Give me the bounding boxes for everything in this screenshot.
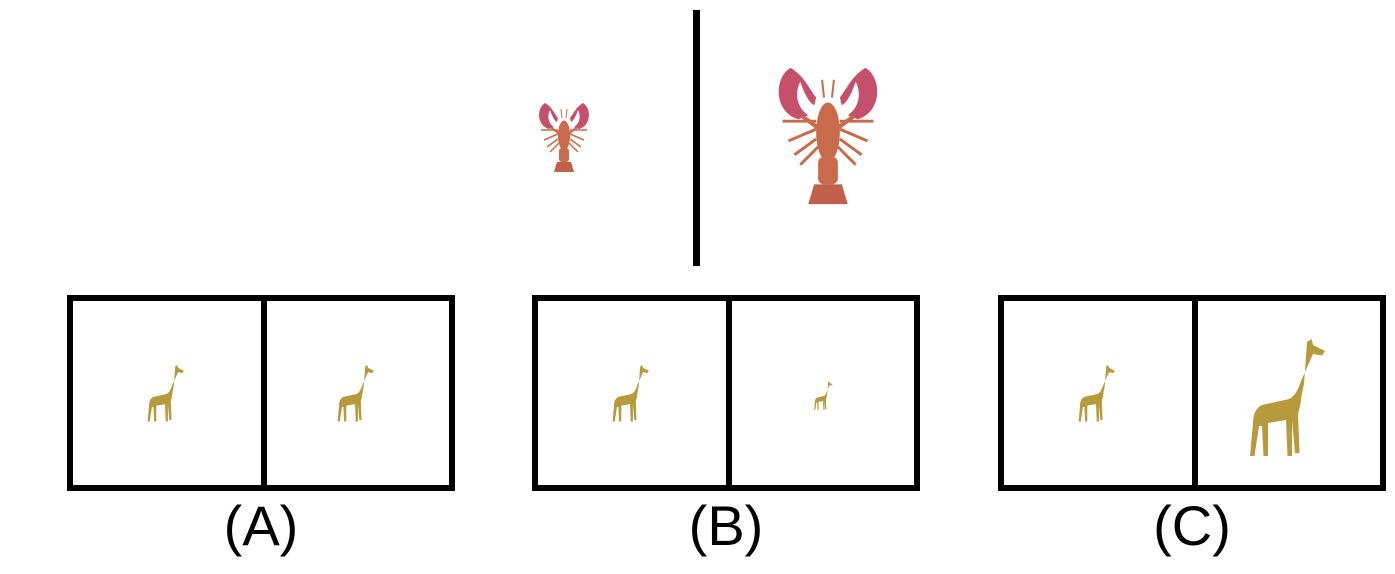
option-a-box[interactable]: [67, 295, 455, 491]
giraffe-small-icon: [608, 365, 652, 423]
giraffe-small-icon: [333, 365, 377, 423]
giraffe-large-icon: [1240, 339, 1332, 459]
giraffe-small-icon: [143, 365, 187, 423]
giraffe-tiny-icon: [812, 381, 834, 411]
option-b-divider: [726, 301, 732, 485]
option-c-label: (C): [1153, 494, 1231, 557]
prompt-divider: [693, 10, 700, 266]
large-lobster-icon: [766, 58, 890, 216]
option-b-box[interactable]: [532, 295, 920, 491]
option-a-divider: [261, 301, 267, 485]
small-lobster-icon: [533, 98, 595, 178]
option-c-box[interactable]: [998, 295, 1386, 491]
option-b-label: (B): [688, 494, 764, 557]
option-a-label: (A): [223, 494, 299, 557]
giraffe-small-icon: [1074, 365, 1118, 423]
option-c-divider: [1192, 301, 1198, 485]
